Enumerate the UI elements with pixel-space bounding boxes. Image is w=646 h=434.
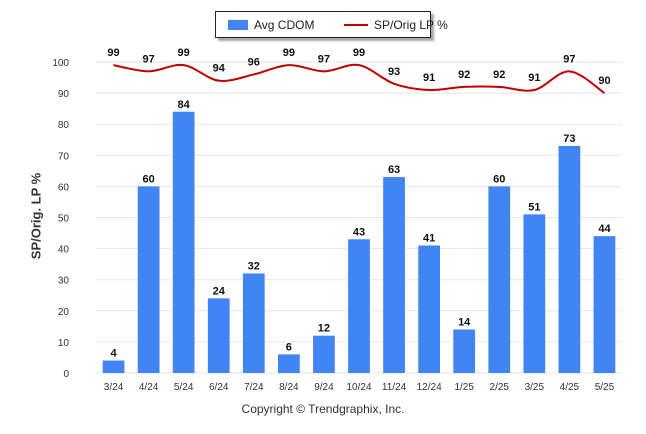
bar-value-label: 73 xyxy=(563,133,575,145)
line-value-label: 96 xyxy=(248,56,260,68)
line-value-label: 90 xyxy=(598,75,610,87)
bar xyxy=(488,186,511,373)
bar-value-label: 4 xyxy=(110,348,117,360)
legend-bar-label: Avg CDOM xyxy=(254,18,315,32)
bar xyxy=(593,236,616,373)
bar-value-label: 43 xyxy=(353,226,365,238)
x-tick-label: 8/24 xyxy=(279,382,299,393)
bar-value-label: 44 xyxy=(598,223,611,235)
x-tick-label: 5/24 xyxy=(174,382,194,393)
y-tick-label: 60 xyxy=(58,182,70,193)
bar xyxy=(172,111,195,373)
line-value-label: 97 xyxy=(563,53,575,65)
bar xyxy=(348,239,370,373)
bar xyxy=(242,273,265,373)
y-tick-label: 0 xyxy=(63,369,69,380)
bar xyxy=(137,186,160,373)
line-value-label: 99 xyxy=(107,47,119,59)
y-tick-label: 70 xyxy=(58,151,70,162)
bar-value-label: 6 xyxy=(286,341,292,353)
bar-value-label: 12 xyxy=(318,323,330,335)
data-labels: 4 60 84 24 32 6 12 43 63 41 14 60 51 73 44 99 97 99 94 96 99… xyxy=(107,47,611,359)
bar-value-label: 51 xyxy=(528,201,540,213)
y-axis-label: SP/Orig. LP % xyxy=(28,172,44,260)
legend: Avg CDOM SP/Orig LP % xyxy=(215,11,448,38)
bar xyxy=(383,177,405,373)
x-tick-label: 11/24 xyxy=(382,382,407,393)
line-value-label: 93 xyxy=(388,66,400,78)
line-value-label: 99 xyxy=(178,47,190,59)
bar xyxy=(558,145,581,373)
x-tick-label: 4/24 xyxy=(139,382,159,393)
line-value-label: 97 xyxy=(318,53,330,65)
line-value-label: 94 xyxy=(213,63,226,75)
copyright-text: Copyright © Trendgraphix, Inc. xyxy=(241,402,405,416)
y-tick-label: 50 xyxy=(58,214,70,225)
legend-line-swatch xyxy=(344,24,368,26)
x-tick-label: 3/25 xyxy=(525,382,545,393)
line-value-label: 92 xyxy=(493,69,505,81)
line-value-label: 97 xyxy=(142,53,154,65)
bar-value-label: 63 xyxy=(388,164,400,176)
bar xyxy=(453,329,476,373)
bar xyxy=(313,335,335,373)
line-path xyxy=(113,63,606,94)
bar xyxy=(207,298,230,373)
bar-value-label: 60 xyxy=(493,173,505,185)
x-tick-label: 3/24 xyxy=(104,382,124,393)
y-tick-label: 10 xyxy=(58,338,70,349)
bar xyxy=(418,245,441,373)
bar-value-label: 60 xyxy=(142,173,154,185)
y-tick-label: 30 xyxy=(58,276,70,287)
bar xyxy=(523,214,546,373)
line-series xyxy=(113,63,606,94)
line-value-label: 99 xyxy=(353,47,365,59)
legend-bar-swatch xyxy=(228,20,248,30)
bar xyxy=(102,360,125,373)
x-tick-label: 9/24 xyxy=(314,382,334,393)
bar-value-label: 24 xyxy=(213,285,226,297)
line-value-label: 91 xyxy=(528,72,540,84)
x-tick-label: 7/24 xyxy=(244,382,264,393)
y-tick-label: 20 xyxy=(58,307,70,318)
x-tick-label: 12/24 xyxy=(417,382,442,393)
bar-value-label: 32 xyxy=(248,260,260,272)
x-tick-label: 5/25 xyxy=(595,382,615,393)
line-value-label: 99 xyxy=(283,47,295,59)
y-tick-label: 90 xyxy=(58,89,70,100)
axes: 0 10 20 30 40 50 60 70 80 90 100 3/24 4/24 5/24 6/24 7/… xyxy=(52,58,614,393)
bar-value-label: 14 xyxy=(458,316,471,328)
x-tick-label: 2/25 xyxy=(490,382,510,393)
y-tick-label: 40 xyxy=(58,245,70,256)
y-tick-label: 100 xyxy=(52,58,69,69)
bar xyxy=(277,354,300,373)
x-tick-label: 10/24 xyxy=(346,382,371,393)
bar-series xyxy=(102,111,616,373)
x-tick-label: 4/25 xyxy=(560,382,580,393)
line-value-label: 92 xyxy=(458,69,470,81)
x-tick-label: 6/24 xyxy=(209,382,229,393)
y-tick-label: 80 xyxy=(58,120,70,131)
legend-line-label: SP/Orig LP % xyxy=(374,18,448,32)
bar-value-label: 84 xyxy=(178,99,191,111)
line-value-label: 91 xyxy=(423,72,435,84)
bar-value-label: 41 xyxy=(423,232,435,244)
x-tick-label: 1/25 xyxy=(454,382,474,393)
